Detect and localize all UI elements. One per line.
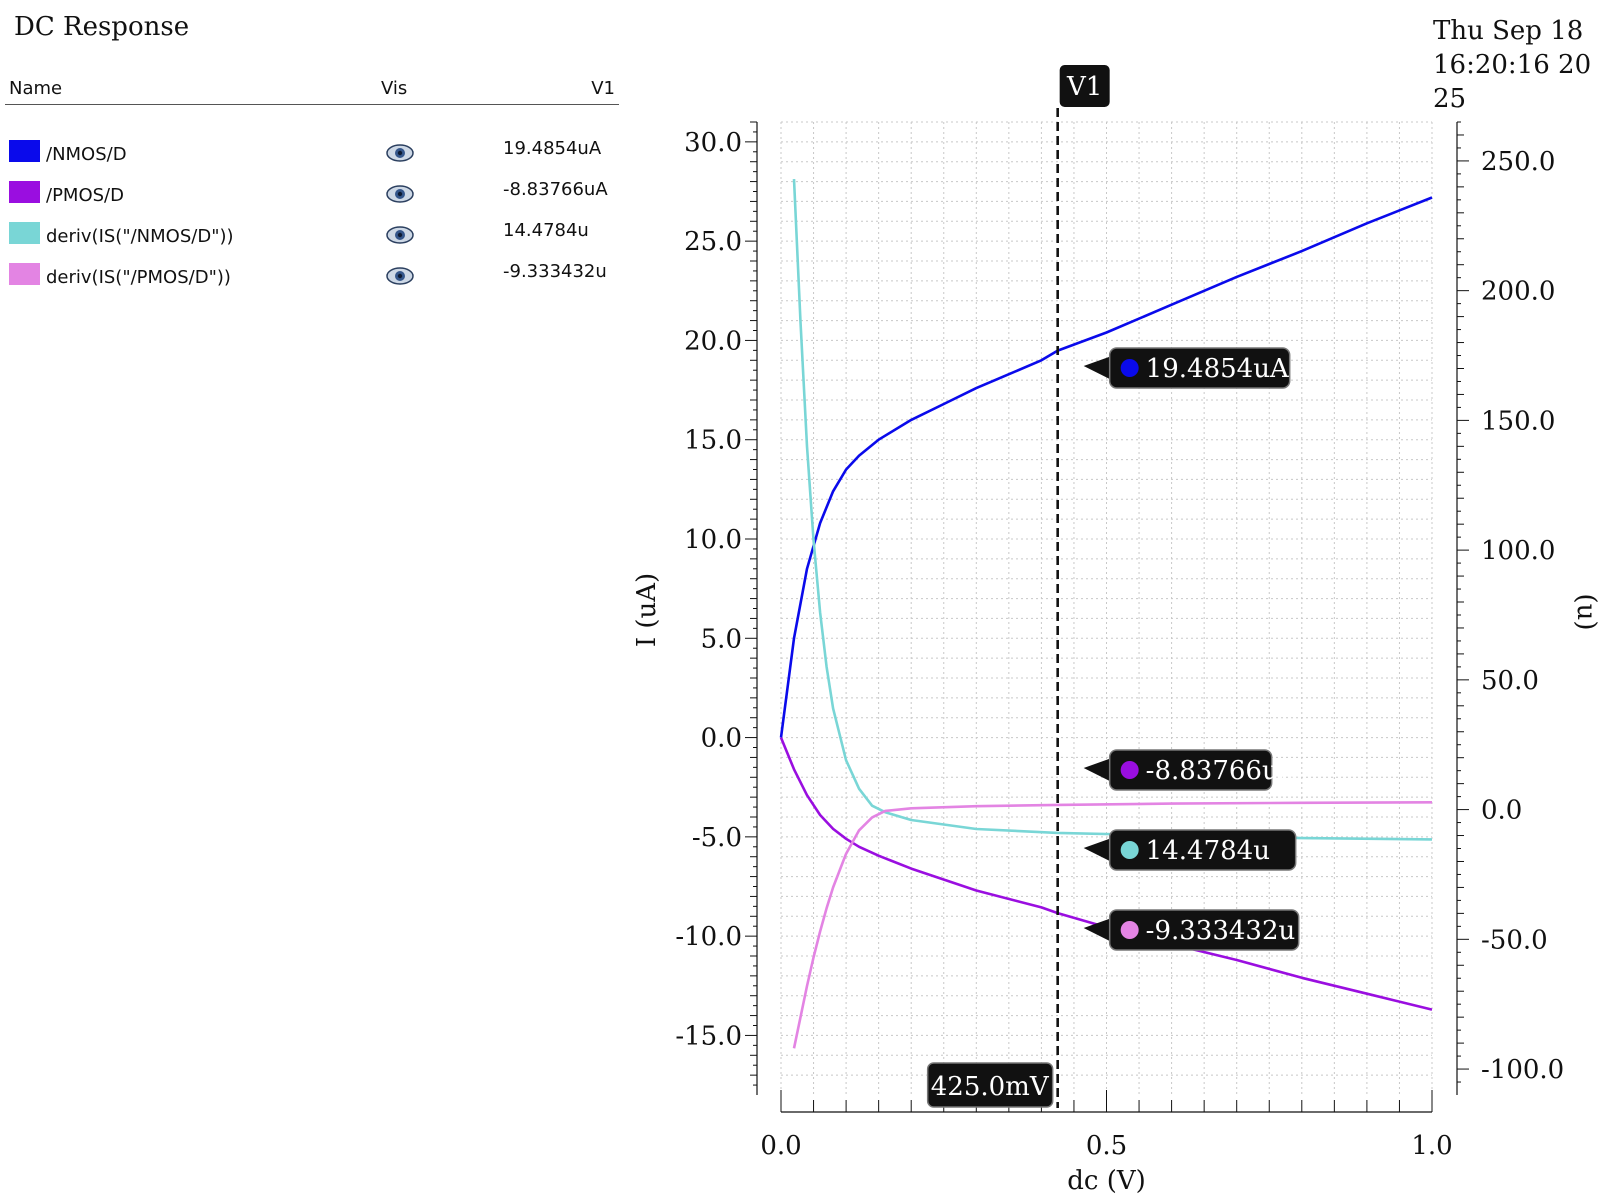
plot-grid — [780, 121, 1433, 1095]
cursor-value-box — [926, 1062, 1054, 1108]
y-axis-right: 250.0 200.0 150.0 100.0 50.0 0.0 -50.0 -100.0 (u… — [1456, 121, 1600, 1095]
marker-dot — [1120, 841, 1139, 859]
legend-row-pmos-d[interactable]: /PMOS/D -8.83766uA — [5, 179, 619, 211]
marker-value-label: 19.4854uA — [1146, 354, 1290, 384]
legend-header-name: Name — [9, 78, 63, 99]
marker-box — [1108, 749, 1273, 791]
series-line — [779, 737, 1433, 1011]
legend-row-name: deriv(IS("/PMOS/D")) — [46, 267, 231, 288]
y-axis-right-tick-label: 100.0 — [1481, 536, 1555, 566]
x-axis-label: dc (V) — [1067, 1166, 1146, 1196]
marker-flag: -9.333432u — [1083, 909, 1300, 951]
legend-row-deriv-pmos[interactable]: deriv(IS("/PMOS/D")) -9.333432u — [5, 261, 619, 293]
color-swatch — [9, 263, 40, 285]
color-swatch — [9, 181, 40, 203]
legend-row-value: 14.4784u — [503, 220, 589, 241]
y-axis-left-tick-label: 5.0 — [701, 624, 742, 654]
x-axis-tick-label: 0.0 — [760, 1131, 801, 1161]
legend-row-name: /NMOS/D — [46, 144, 127, 165]
series-line — [792, 800, 1433, 1049]
marker-value-label: 14.4784u — [1146, 836, 1270, 866]
marker-flag: -8.83766uA — [1083, 749, 1299, 791]
eye-icon[interactable] — [386, 266, 414, 286]
window-title: DC Response — [14, 12, 190, 42]
cursor-name-label: V1 — [1066, 72, 1102, 102]
y-axis-right-tick-label: 0.0 — [1481, 796, 1522, 826]
y-axis-right-tick-label: -100.0 — [1481, 1055, 1564, 1085]
legend-row-value: -8.83766uA — [503, 179, 608, 200]
series-line — [779, 196, 1433, 738]
marker-pointer — [1083, 356, 1112, 380]
marker-pointer — [1083, 758, 1112, 782]
legend-row-name: deriv(IS("/NMOS/D")) — [46, 226, 234, 247]
legend-panel: Name Vis V1 /NMOS/D 19.4854uA /PMOS/D -8… — [5, 76, 619, 288]
y-axis-left-tick-label: 30.0 — [684, 128, 742, 158]
y-axis-left-tick-label: 10.0 — [684, 525, 742, 555]
y-axis-left-tick-label: -5.0 — [692, 823, 742, 853]
y-axis-left: 30.0 25.0 20.0 15.0 10.0 5.0 0.0 -5.0 -10.0 -15.0… — [632, 121, 758, 1095]
legend-row-value: -9.333432u — [503, 261, 607, 282]
datestamp: Thu Sep 18 16:20:16 2025 — [1433, 16, 1592, 114]
legend-row-name: /PMOS/D — [46, 185, 124, 206]
y-axis-right-tick-label: -50.0 — [1481, 925, 1548, 955]
marker-value-label: -8.83766uA — [1146, 756, 1299, 786]
cursor-name-box — [1059, 65, 1110, 107]
y-axis-left-tick-label: -15.0 — [675, 1021, 742, 1051]
legend-header-v1: V1 — [591, 78, 615, 99]
y-axis-left-label: I (uA) — [632, 573, 662, 647]
cursor-v1: V1 425.0mV — [926, 65, 1110, 1108]
y-axis-left-tick-label: 0.0 — [701, 724, 742, 754]
x-axis-tick-label: 0.5 — [1086, 1131, 1127, 1161]
marker-flags: 19.4854uA -8.83766uA 14.4784u -9.333432u — [1083, 347, 1300, 951]
x-axis: 0.0 0.5 1.0 dc (V) — [760, 1090, 1453, 1196]
y-axis-right-tick-label: 200.0 — [1481, 277, 1555, 307]
y-axis-left-tick-label: 25.0 — [684, 227, 742, 257]
y-axis-right-label: (u) — [1571, 593, 1600, 630]
legend-header-vis: Vis — [381, 78, 408, 99]
marker-value-label: -9.333432u — [1146, 916, 1296, 946]
y-axis-left-tick-label: 20.0 — [684, 326, 742, 356]
marker-pointer — [1083, 918, 1112, 942]
legend-row-deriv-nmos[interactable]: deriv(IS("/NMOS/D")) 14.4784u — [5, 220, 619, 252]
color-swatch — [9, 140, 40, 162]
eye-icon[interactable] — [386, 143, 414, 163]
legend-row-nmos-d[interactable]: /NMOS/D 19.4854uA — [5, 138, 619, 170]
y-axis-right-tick-label: 50.0 — [1481, 666, 1539, 696]
marker-dot — [1120, 921, 1139, 939]
y-axis-right-tick-label: 150.0 — [1481, 406, 1555, 436]
y-axis-left-tick-label: 15.0 — [684, 426, 742, 456]
eye-icon[interactable] — [386, 184, 414, 204]
legend-row-value: 19.4854uA — [503, 138, 602, 159]
marker-box — [1108, 347, 1291, 389]
marker-pointer — [1083, 838, 1112, 862]
marker-flag: 14.4784u — [1083, 829, 1297, 871]
marker-flag: 19.4854uA — [1083, 347, 1291, 389]
color-swatch — [9, 222, 40, 244]
marker-box — [1108, 829, 1297, 871]
cursor-value-label: 425.0mV — [931, 1072, 1050, 1102]
legend-header: Name Vis V1 — [5, 76, 619, 105]
y-axis-right-tick-label: 250.0 — [1481, 147, 1555, 177]
series-group — [779, 179, 1433, 1049]
marker-dot — [1120, 761, 1139, 779]
marker-box — [1108, 909, 1300, 951]
eye-icon[interactable] — [386, 225, 414, 245]
marker-dot — [1120, 359, 1139, 377]
x-axis-tick-label: 1.0 — [1411, 1131, 1452, 1161]
y-axis-left-tick-label: -10.0 — [675, 922, 742, 952]
series-line — [792, 179, 1433, 841]
